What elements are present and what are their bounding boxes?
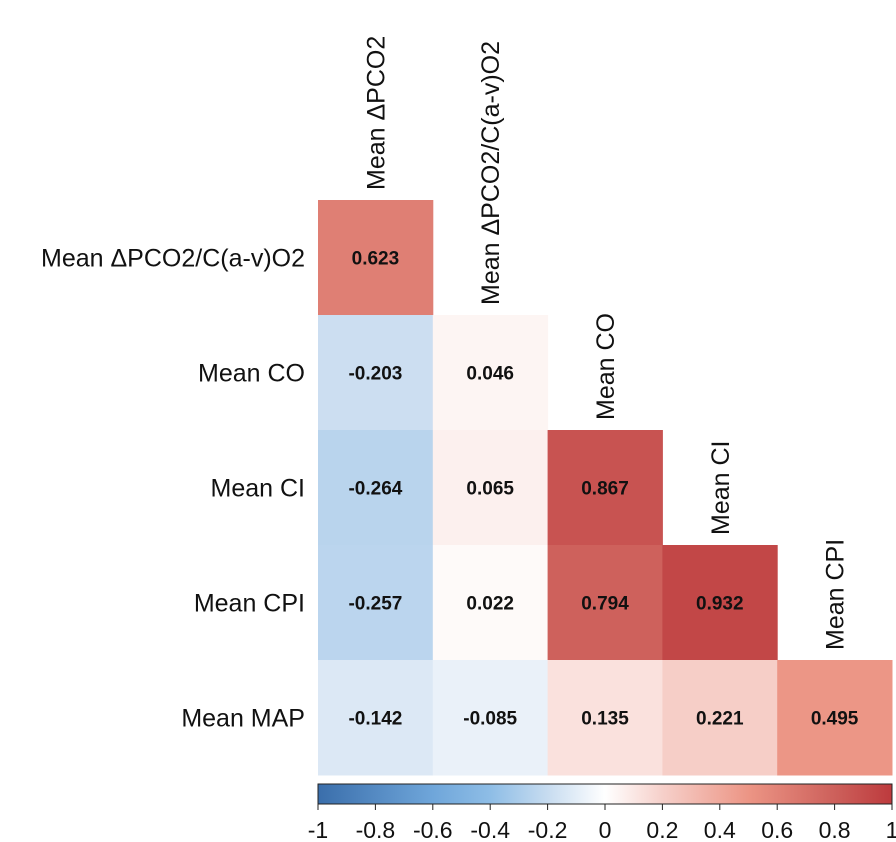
cell-value-label: 0.065 (466, 479, 514, 500)
cell-value-label: 0.495 (811, 709, 859, 730)
cell-value-label: -0.085 (463, 709, 517, 730)
cell-value-label: 0.623 (352, 249, 400, 270)
colorbar-tick-label: -0.8 (356, 817, 396, 842)
cell-value-label: 0.046 (466, 364, 514, 385)
column-label: Mean CI (707, 441, 735, 535)
colorbar-tick-label: -0.4 (470, 817, 510, 842)
cell-value-label: 0.221 (696, 709, 744, 730)
column-label: Mean CO (592, 313, 620, 420)
column-label: Mean ΔPCO2/C(a-v)O2 (477, 41, 505, 305)
heatmap-cell (318, 660, 434, 776)
column-label: Mean ΔPCO2 (362, 36, 390, 190)
heatmap-cell (432, 430, 549, 546)
heatmap-cell (432, 660, 549, 776)
cell-value-label: 0.794 (581, 594, 629, 615)
colorbar-tick-label: 0.2 (646, 817, 678, 842)
heatmap-cell (547, 660, 663, 776)
cell-value-label: 0.022 (466, 594, 514, 615)
cell-value-label: -0.203 (348, 364, 402, 385)
colorbar-tick-label: 1 (886, 817, 896, 842)
colorbar-tick-label: 0 (599, 817, 612, 842)
row-label: Mean CPI (194, 590, 305, 618)
colorbar (317, 783, 893, 805)
colorbar-tick-label: 0.8 (819, 817, 851, 842)
heatmap-cell (318, 545, 434, 661)
row-label: Mean MAP (181, 705, 305, 733)
colorbar-tick-label: -1 (308, 817, 328, 842)
heatmap-cell (432, 545, 549, 661)
heatmap-cell (662, 660, 778, 776)
colorbar-tick-label: -0.6 (413, 817, 453, 842)
cell-value-label: -0.264 (348, 479, 402, 500)
heatmap-cell (318, 200, 434, 316)
cell-value-label: 0.932 (696, 594, 744, 615)
heatmap-cell (547, 545, 663, 661)
column-label: Mean CPI (822, 539, 850, 650)
heatmap-cell (432, 315, 549, 431)
cell-value-label: -0.257 (348, 594, 402, 615)
row-label: Mean CI (211, 475, 305, 503)
row-label: Mean ΔPCO2/C(a-v)O2 (41, 245, 305, 273)
row-label: Mean CO (198, 360, 305, 388)
cell-value-label: 0.135 (581, 709, 629, 730)
heatmap-cell (318, 430, 434, 546)
colorbar-tick-label: 0.6 (761, 817, 793, 842)
cell-value-label: -0.142 (348, 709, 402, 730)
heatmap-cell (662, 545, 778, 661)
heatmap-cell (547, 430, 663, 546)
heatmap-cell (318, 315, 434, 431)
heatmap-cell (777, 660, 893, 776)
cell-value-label: 0.867 (581, 479, 629, 500)
colorbar-tick-label: -0.2 (528, 817, 568, 842)
colorbar-tick-label: 0.4 (704, 817, 736, 842)
